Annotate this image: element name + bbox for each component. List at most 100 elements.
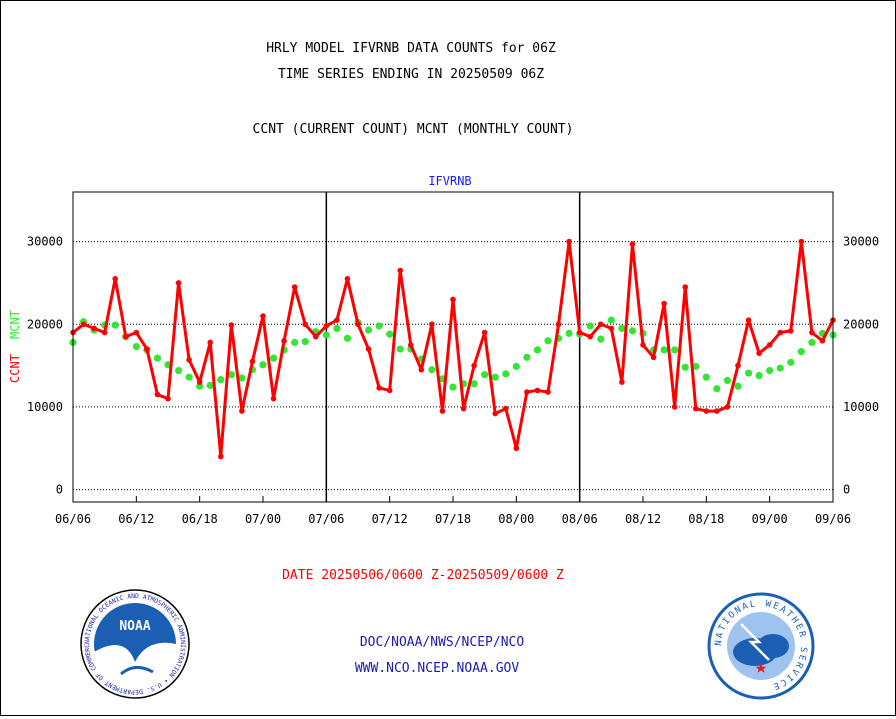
mcnt-point [343, 334, 352, 342]
x-tick-label: 06/12 [118, 512, 154, 526]
series-ccnt [70, 238, 836, 460]
ccnt-point [545, 389, 551, 395]
ccnt-point [418, 366, 425, 373]
ccnt-point [249, 358, 256, 365]
ccnt-point [344, 276, 351, 282]
x-tick-label: 09/00 [752, 512, 788, 526]
mcnt-point [692, 362, 700, 371]
mcnt-point [386, 330, 394, 338]
mcnt-point [291, 338, 299, 347]
mcnt-point [628, 327, 637, 335]
ccnt-point [186, 357, 192, 363]
grid-lines [73, 241, 833, 491]
footer-org: DOC/NOAA/NWS/NCEP/NCO [360, 635, 525, 650]
ccnt-point [481, 329, 488, 336]
mcnt-point [217, 376, 225, 384]
mcnt-point [808, 338, 816, 347]
mcnt-point [375, 322, 383, 330]
mcnt-point [734, 382, 742, 390]
ccnt-point [439, 408, 446, 414]
ccnt-point [745, 317, 752, 323]
ccnt-point [312, 333, 319, 340]
y-tick-label-left: 0 [56, 483, 63, 497]
ccnt-point [397, 267, 404, 274]
ccnt-point [133, 329, 140, 336]
y-tick-label-left: 10000 [27, 400, 63, 414]
x-tick-label: 08/00 [498, 512, 534, 526]
mcnt-point [153, 354, 162, 362]
ccnt-point [787, 328, 794, 334]
noaa-logo: NOAA NATIONAL OCEANIC AND ATMOSPHERIC AD… [80, 589, 190, 699]
mcnt-point [512, 362, 520, 371]
mcnt-point [502, 370, 510, 378]
x-tick-label: 07/12 [372, 512, 408, 526]
y-tick-label-right: 30000 [843, 235, 879, 249]
x-tick-label: 06/06 [55, 512, 91, 526]
series-mcnt [69, 316, 837, 393]
ccnt-point [112, 276, 119, 282]
ccnt-point [122, 333, 129, 340]
ccnt-point [355, 321, 361, 328]
ccnt-point [555, 321, 562, 328]
ccnt-point [661, 300, 667, 307]
nws-logo: NATIONAL WEATHER SERVICE [707, 592, 815, 700]
mcnt-point [797, 347, 805, 356]
mcnt-point [196, 382, 204, 390]
ccnt-point [640, 342, 646, 348]
ccnt-point [735, 362, 741, 369]
ccnt-point [91, 325, 97, 332]
ccnt-point [270, 395, 277, 402]
noaa-logo-name: NOAA [119, 619, 150, 634]
ccnt-point [492, 410, 499, 417]
mcnt-point [481, 371, 489, 379]
mcnt-point [111, 321, 119, 329]
mcnt-point [755, 371, 763, 380]
mcnt-point [544, 337, 552, 345]
ccnt-point [407, 342, 414, 348]
mcnt-point [206, 381, 214, 390]
ccnt-point [217, 453, 224, 460]
ccnt-point [650, 354, 657, 361]
mcnt-point [660, 346, 668, 354]
ccnt-point [566, 238, 572, 245]
ccnt-point [819, 338, 826, 344]
mcnt-point [259, 361, 267, 369]
ccnt-point [260, 313, 266, 319]
ccnt-point [302, 321, 309, 328]
ccnt-point [703, 408, 710, 414]
ccnt-point [165, 395, 171, 402]
ccnt-point [597, 321, 604, 328]
y-tick-label-left: 20000 [27, 317, 63, 331]
mcnt-point [787, 358, 795, 366]
mcnt-point [174, 366, 183, 375]
mcnt-point [269, 354, 278, 362]
ccnt-point [619, 379, 625, 385]
ccnt-point [365, 346, 372, 352]
ccnt-point [154, 391, 161, 398]
x-tick-labels: 06/06 06/12 06/18 07/00 07/06 07/12 07/18 08/00… [55, 496, 851, 526]
ccnt-point [777, 329, 784, 336]
ccnt-point [228, 322, 235, 328]
ccnt-point [692, 405, 699, 412]
ccnt-point [576, 329, 583, 336]
date-range: DATE 20250506/0600 Z-20250509/0600 Z [282, 568, 564, 583]
mcnt-point [449, 383, 457, 391]
mcnt-point [364, 326, 373, 334]
ccnt-point [207, 339, 214, 346]
mcnt-point [586, 322, 594, 330]
x-tick-label: 08/18 [688, 512, 724, 526]
footer-url: WWW.NCO.NCEP.NOAA.GOV [355, 661, 520, 676]
ccnt-point [756, 350, 762, 357]
mcnt-point [607, 316, 615, 324]
mcnt-point [132, 342, 140, 351]
mcnt-point [396, 345, 404, 353]
ccnt-point [682, 284, 689, 290]
mcnt-point [766, 366, 774, 375]
mcnt-point [713, 385, 721, 393]
x-tick-label: 07/00 [245, 512, 281, 526]
mcnt-point [301, 338, 309, 346]
ccnt-point [608, 325, 615, 332]
ccnt-point [460, 405, 467, 412]
